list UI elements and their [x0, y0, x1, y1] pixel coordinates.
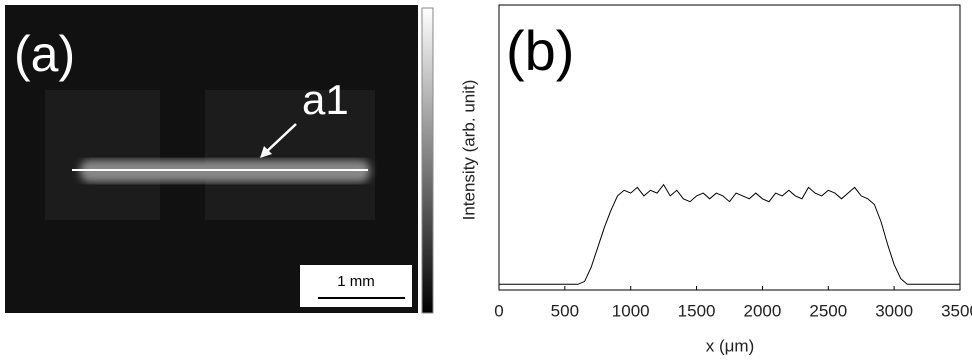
- scale-bar-box: [300, 265, 412, 307]
- image-region: [205, 90, 375, 220]
- x-tick-label: 1500: [678, 301, 716, 320]
- x-tick-label: 0: [494, 301, 503, 320]
- panel-label: (b): [506, 19, 574, 82]
- line: [499, 183, 960, 285]
- arrow-head: [260, 146, 272, 158]
- x-tick-label: 2000: [744, 301, 782, 320]
- panel-label: (a): [14, 26, 75, 82]
- x-axis-label: x (μm): [706, 336, 755, 355]
- image-region: [45, 90, 160, 220]
- x-tick-label: 2500: [809, 301, 847, 320]
- arrow: [263, 123, 297, 155]
- x-tick-label: 3500: [941, 301, 972, 320]
- x-tick-label: 3000: [875, 301, 913, 320]
- x-tick-label: 1000: [612, 301, 650, 320]
- scale-bar-label: 1 mm: [337, 273, 375, 290]
- panel-a: (a) a1 1 mm: [5, 5, 434, 314]
- colorbar: [421, 7, 434, 314]
- panel-b: (b) Intensity (arb. unit) x (μm) 0 500 100…: [459, 4, 972, 355]
- plot-frame: [498, 4, 961, 291]
- y-axis-label: Intensity (arb. unit): [459, 80, 478, 221]
- annotation: a1: [302, 76, 349, 123]
- x-tick-label: 500: [551, 301, 579, 320]
